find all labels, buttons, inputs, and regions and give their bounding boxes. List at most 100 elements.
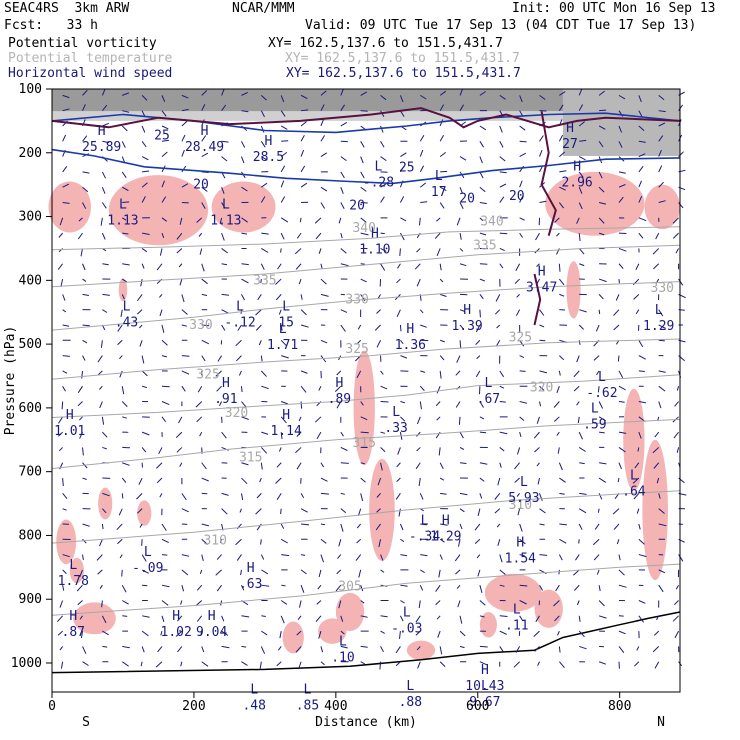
wind-barb [380, 370, 384, 375]
wind-barb [256, 523, 262, 531]
wind-barb [201, 646, 205, 653]
wind-barb [399, 95, 404, 103]
theta-contour-305 [51, 563, 681, 616]
wind-barb [479, 156, 483, 164]
theta-label: 320 [225, 406, 248, 421]
wind-barb [235, 339, 242, 347]
wind-barb [578, 539, 580, 544]
extremum-kind: L [630, 469, 638, 484]
wind-barb [539, 385, 545, 391]
wind-barb [261, 156, 268, 161]
extremum-kind: H [371, 226, 379, 241]
wind-barb [82, 523, 90, 527]
wind-barb [159, 309, 163, 317]
wind-barb [655, 232, 660, 240]
extremum-value: 10.43 [465, 679, 504, 694]
wind-barb [439, 119, 444, 127]
wind-barb [539, 523, 545, 526]
wind-barb [416, 447, 421, 452]
wind-barb [62, 183, 70, 188]
extremum-value: 1.29 [643, 319, 674, 334]
wind-barb [537, 661, 540, 666]
wind-barb [258, 340, 262, 346]
wind-barb [420, 370, 426, 373]
wind-barb [59, 646, 64, 651]
wind-barb [261, 584, 270, 587]
extremum-kind: H [282, 408, 290, 423]
wind-barb [599, 431, 605, 434]
wind-barb [82, 477, 87, 480]
wind-barb [176, 248, 183, 254]
wind-barb [439, 104, 445, 111]
wind-barb [557, 447, 560, 454]
theta-contour-315 [51, 418, 681, 469]
wind-barb [658, 324, 666, 329]
wind-barb [275, 278, 282, 285]
wind-barb [618, 431, 627, 434]
wind-barb [260, 370, 267, 377]
wind-barb [58, 232, 64, 238]
wind-barb [121, 493, 124, 499]
wind-barb [139, 523, 143, 528]
wind-barb [380, 646, 384, 652]
wind-barb [558, 370, 561, 376]
wind-barb [300, 94, 308, 100]
wind-barb [400, 416, 406, 422]
wind-barb [97, 370, 103, 376]
wind-barb [82, 186, 89, 193]
wind-barb [499, 183, 507, 188]
extremum-value: 28.49 [185, 140, 224, 155]
wind-barb [77, 232, 83, 240]
wind-barb [618, 141, 623, 148]
wind-barb [334, 385, 342, 392]
wind-barb [181, 569, 189, 576]
wind-barb [519, 340, 525, 347]
wind-barb [241, 462, 249, 466]
wind-barb [558, 646, 561, 653]
wind-barb [420, 523, 427, 526]
wind-barb [400, 355, 408, 359]
wind-barb [257, 294, 262, 301]
wind-barb [613, 309, 620, 316]
wind-barb [340, 523, 344, 532]
wind-barb [260, 95, 267, 101]
wind-barb [82, 554, 84, 560]
wind-barb [539, 401, 542, 407]
wind-barb [380, 247, 387, 252]
wind-barb [479, 645, 488, 648]
wind-barb [618, 584, 627, 588]
wind-barb [59, 600, 64, 608]
wind-barb [360, 186, 367, 192]
wind-barb [175, 431, 183, 439]
wind-barb [82, 202, 87, 209]
wind-barb [160, 630, 163, 636]
extremum-value: 5.93 [508, 491, 539, 506]
wind-barb [121, 217, 127, 221]
wind-barb [297, 615, 302, 621]
wind-barb [77, 401, 83, 407]
wind-barb [435, 401, 441, 407]
wind-barb [380, 431, 386, 434]
wind-barb [141, 385, 148, 389]
wind-barb [559, 293, 565, 297]
wind-barb [320, 538, 327, 544]
wind-barb [241, 91, 249, 96]
wind-barb [419, 385, 425, 391]
wind-barb [499, 584, 505, 587]
extremum-value: 1.14 [271, 424, 302, 439]
wind-barb [62, 202, 70, 204]
wind-barb [376, 309, 381, 314]
wind-barb [241, 477, 248, 485]
wind-barb [653, 462, 660, 469]
wind-barb [494, 309, 501, 315]
wind-barb [280, 600, 288, 605]
wind-barb [99, 539, 103, 547]
wind-barb [360, 232, 369, 236]
wind-barb [121, 278, 128, 283]
wind-barb [181, 94, 189, 99]
wind-barb [159, 248, 163, 256]
wind-barb [82, 355, 86, 361]
x-end-label-left: S [82, 715, 90, 730]
wind-barb [499, 156, 506, 162]
wind-barb [300, 149, 305, 157]
